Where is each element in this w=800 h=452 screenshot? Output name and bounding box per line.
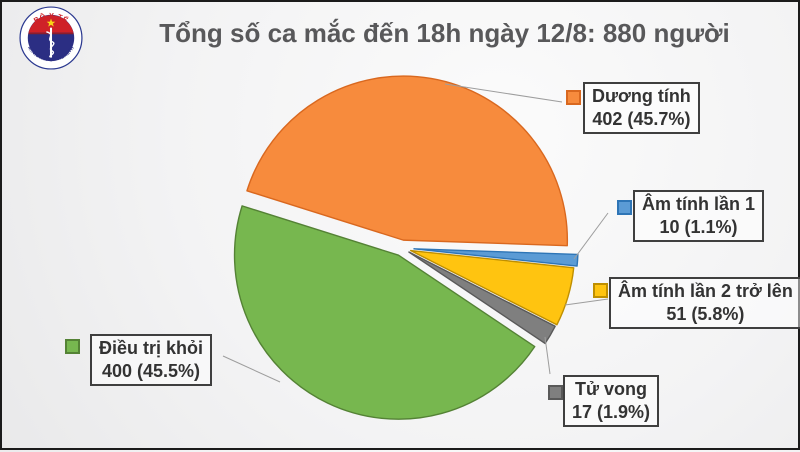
legend-value: 51 (5.8%) [666, 304, 745, 324]
legend-label: Tử vong [575, 379, 648, 399]
legend-marker-tu-vong [548, 385, 563, 400]
legend-tu-vong: Tử vong 17 (1.9%) [563, 375, 660, 427]
pie-slice-3 [408, 251, 556, 345]
legend-label: Dương tính [592, 86, 691, 106]
legend-marker-am-tinh-2 [593, 283, 608, 298]
legend-label: Âm tính lần 1 [642, 194, 756, 214]
leader-line-2 [564, 298, 609, 306]
legend-marker-duong-tinh [566, 90, 581, 105]
legend-marker-dieu-tri-khoi [65, 339, 80, 354]
logo-star-icon [46, 18, 56, 27]
pie-slice-0 [246, 75, 568, 247]
legend-value: 400 (45.5%) [101, 361, 201, 381]
ministry-of-health-logo: BỘ Y TẾ MINISTRY OF HEALTH [19, 6, 83, 70]
pie-slice-4 [233, 205, 536, 420]
logo-top-text: BỘ Y TẾ [32, 11, 70, 25]
legend-am-tinh-2: Âm tính lần 2 trở lên 51 (5.8%) [609, 277, 800, 329]
page-title: Tổng số ca mắc đến 18h ngày 12/8: 880 ng… [159, 18, 730, 48]
logo-snake-icon [46, 31, 55, 58]
leader-line-3 [544, 336, 551, 375]
pie-slice-2 [409, 249, 575, 326]
leader-line-0 [444, 83, 563, 103]
legend-value: 402 (45.7%) [592, 109, 691, 129]
legend-label: Điều trị khỏi [99, 338, 204, 358]
legend-value: 10 (1.1%) [659, 217, 738, 237]
legend-duong-tinh: Dương tính 402 (45.7%) [583, 82, 700, 134]
svg-text:BỘ Y TẾ: BỘ Y TẾ [32, 11, 71, 25]
legend-value: 17 (1.9%) [572, 402, 651, 422]
legend-dieu-tri-khoi: Điều trị khỏi 400 (45.5%) [90, 334, 213, 386]
leader-line-4 [222, 355, 281, 383]
leader-line-1 [573, 212, 609, 260]
legend-marker-am-tinh-1 [617, 200, 632, 215]
legend-am-tinh-1: Âm tính lần 1 10 (1.1%) [633, 190, 765, 242]
legend-label: Âm tính lần 2 trở lên [618, 281, 793, 301]
